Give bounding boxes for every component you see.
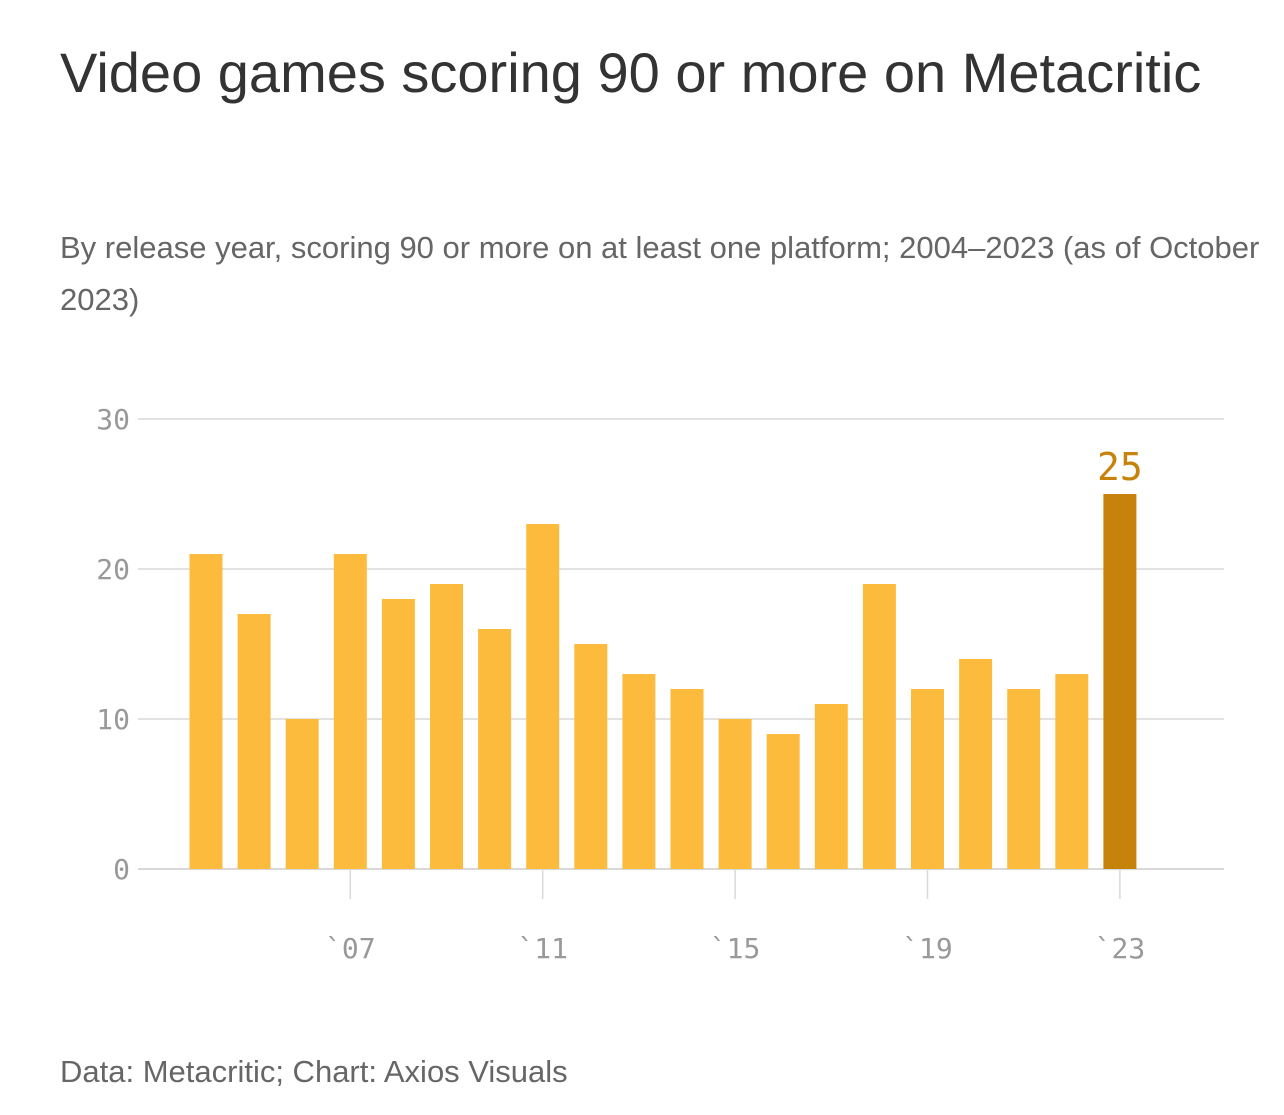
- bar: [670, 689, 704, 869]
- bar: [1007, 689, 1041, 869]
- bar: [718, 719, 752, 869]
- y-tick-label: 30: [96, 403, 130, 436]
- x-tick-label: `07: [325, 932, 376, 965]
- chart-source: Data: Metacritic; Chart: Axios Visuals: [60, 1054, 568, 1089]
- bar: [622, 674, 656, 869]
- x-tick-label: `11: [517, 932, 568, 965]
- chart-title: Video games scoring 90 or more on Metacr…: [60, 41, 1202, 104]
- bar: [237, 614, 271, 869]
- data-label: 25: [1097, 445, 1143, 489]
- bar: [381, 599, 415, 869]
- bar: [574, 644, 608, 869]
- y-tick-label: 10: [96, 703, 130, 736]
- grid-layer: [138, 418, 1224, 899]
- bar: [430, 584, 463, 869]
- bar: [478, 629, 512, 869]
- label-layer: 0 10 20 30 `07 `11 `15 `19 `23 25: [96, 403, 1145, 965]
- bar: [333, 554, 367, 869]
- bar: [959, 659, 993, 869]
- bar: [814, 704, 848, 869]
- bar: [862, 584, 896, 869]
- bar: [526, 524, 560, 869]
- bar: [1055, 674, 1089, 869]
- x-tick-label: `15: [710, 932, 761, 965]
- bar: [285, 719, 319, 869]
- chart-subtitle: By release year, scoring 90 or more on a…: [60, 230, 1260, 317]
- x-tick-label: `23: [1095, 932, 1146, 965]
- y-tick-label: 20: [96, 553, 130, 586]
- bar-highlight: [1103, 494, 1137, 869]
- x-tick-label: `19: [902, 932, 953, 965]
- y-tick-label: 0: [113, 853, 130, 886]
- bar: [911, 689, 944, 869]
- bar-layer: [189, 494, 1137, 869]
- bar: [189, 554, 223, 869]
- bar: [766, 734, 800, 869]
